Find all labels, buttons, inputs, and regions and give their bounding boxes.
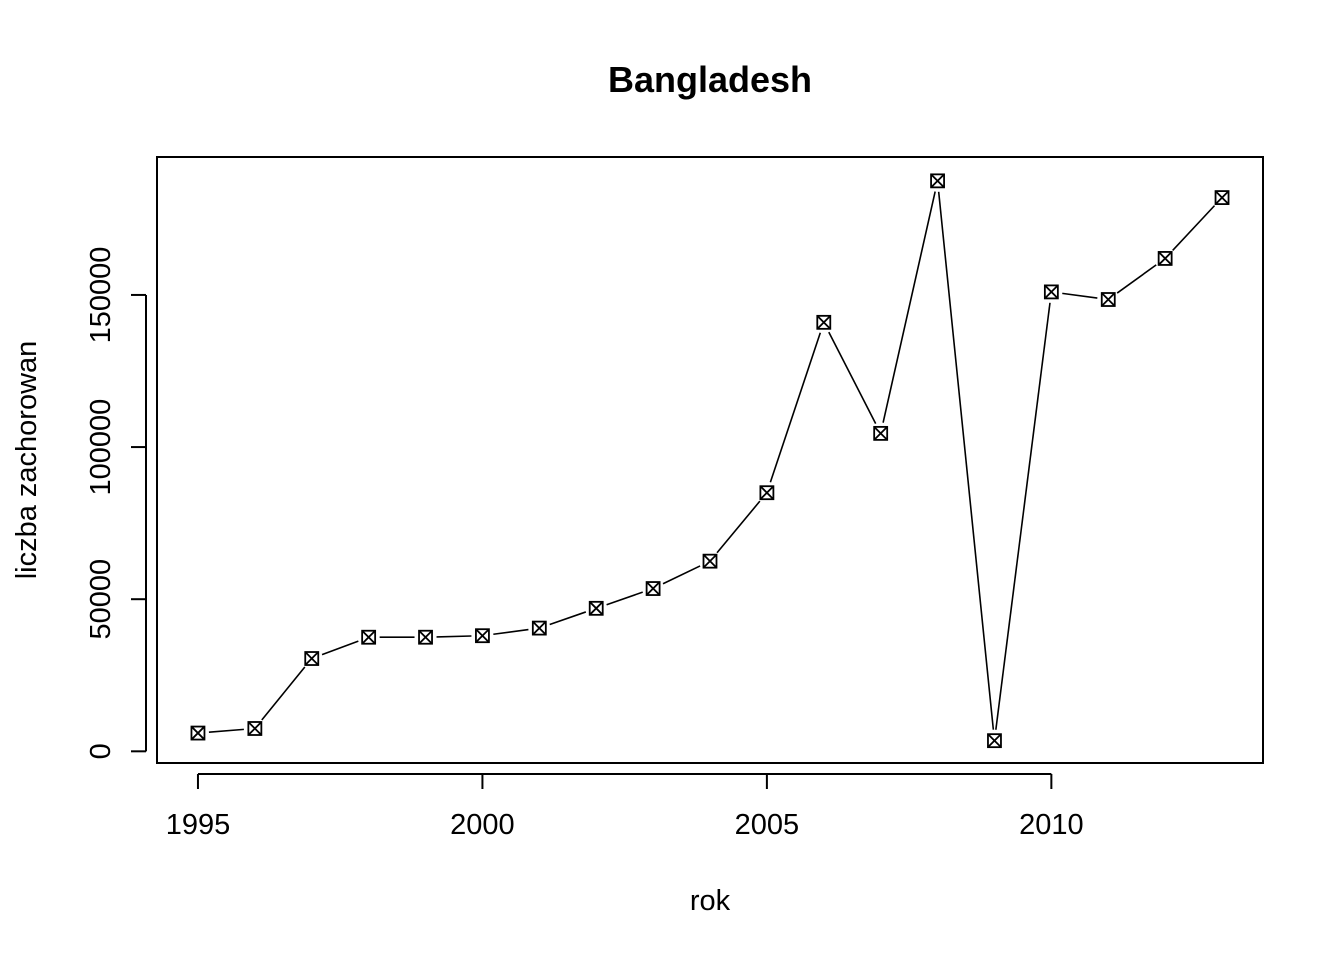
x-tick-label: 2000 (450, 809, 515, 841)
marker-cross (930, 173, 945, 188)
series-segment (493, 628, 529, 636)
series-segment (321, 640, 359, 656)
series-segment (828, 331, 877, 424)
series-segment (662, 565, 701, 585)
marker-box (304, 651, 320, 666)
x-axis: 1995 2000 2005 2010 (166, 773, 1084, 841)
marker-box (1157, 251, 1173, 266)
marker-cross (1044, 284, 1059, 300)
marker-cross (361, 630, 376, 645)
y-axis-label: liczba zachorowan (11, 341, 43, 580)
data-point (987, 733, 1002, 749)
series-segment (436, 635, 472, 638)
y-tick-label: 100000 (85, 399, 117, 496)
series-segment (549, 611, 587, 626)
data-point (247, 721, 263, 736)
marker-cross (532, 620, 547, 636)
data-point (1100, 292, 1116, 307)
marker-box (816, 314, 832, 330)
data-point (418, 629, 433, 645)
marker-cross (987, 733, 1002, 748)
x-tick-label: 1995 (166, 809, 231, 841)
series-segment (1116, 264, 1157, 294)
series-segment (995, 302, 1051, 730)
series-segment (882, 191, 936, 423)
data-point (475, 628, 490, 644)
data-point (190, 725, 206, 741)
marker-cross (418, 630, 433, 645)
marker-cross (1101, 292, 1116, 307)
chart-title: Bangladesh (608, 59, 812, 100)
marker-cross (816, 315, 831, 330)
series-segment (261, 666, 306, 721)
series-markers (190, 173, 1230, 749)
series-segment (1062, 292, 1098, 299)
series-segment (769, 332, 822, 483)
marker-cross (190, 725, 206, 741)
x-tick-label: 2010 (1019, 809, 1084, 841)
data-point (531, 620, 547, 636)
data-point (304, 651, 320, 666)
marker-cross (475, 628, 490, 643)
data-point (873, 425, 889, 441)
series-segment (208, 728, 244, 733)
x-tick-label: 2005 (735, 809, 800, 841)
marker-cross (1158, 251, 1173, 266)
marker-box (873, 425, 889, 441)
marker-cross (1214, 190, 1230, 205)
marker-box (361, 629, 377, 645)
data-point (361, 629, 377, 645)
series-segment (716, 500, 761, 554)
marker-box (987, 733, 1002, 749)
data-point (1157, 251, 1173, 266)
marker-box (1214, 190, 1230, 205)
y-tick-label: 50000 (85, 559, 117, 640)
marker-box (1100, 292, 1116, 307)
marker-cross (589, 601, 604, 616)
data-point (759, 485, 775, 501)
data-point (930, 173, 945, 189)
series-segment (606, 591, 643, 606)
y-tick-label: 150000 (85, 247, 117, 344)
marker-box (588, 600, 604, 616)
marker-box (645, 581, 661, 596)
marker-box (531, 620, 547, 636)
marker-cross (304, 651, 319, 666)
marker-box (475, 628, 490, 644)
data-point (588, 600, 604, 616)
marker-cross (702, 554, 718, 569)
x-axis-label: rok (690, 885, 731, 917)
series-segment (1172, 205, 1216, 251)
marker-cross (247, 721, 262, 736)
marker-box (1043, 284, 1059, 300)
data-point (702, 553, 718, 569)
series-line (208, 191, 1216, 733)
data-point (1214, 190, 1230, 205)
marker-cross (873, 426, 888, 441)
marker-box (702, 553, 718, 569)
series-segment (937, 191, 995, 730)
marker-box (930, 173, 945, 189)
marker-box (247, 721, 263, 736)
data-point (816, 314, 832, 330)
marker-cross (645, 581, 661, 596)
marker-box (418, 629, 433, 645)
y-tick-label: 0 (85, 743, 117, 759)
y-axis: 0 50000 100000 150000 (85, 247, 147, 759)
marker-box (759, 485, 775, 501)
marker-box (190, 725, 206, 741)
marker-cross (759, 485, 775, 500)
plot-area-frame (156, 156, 1264, 764)
data-point (1043, 284, 1059, 300)
data-point (645, 581, 661, 596)
